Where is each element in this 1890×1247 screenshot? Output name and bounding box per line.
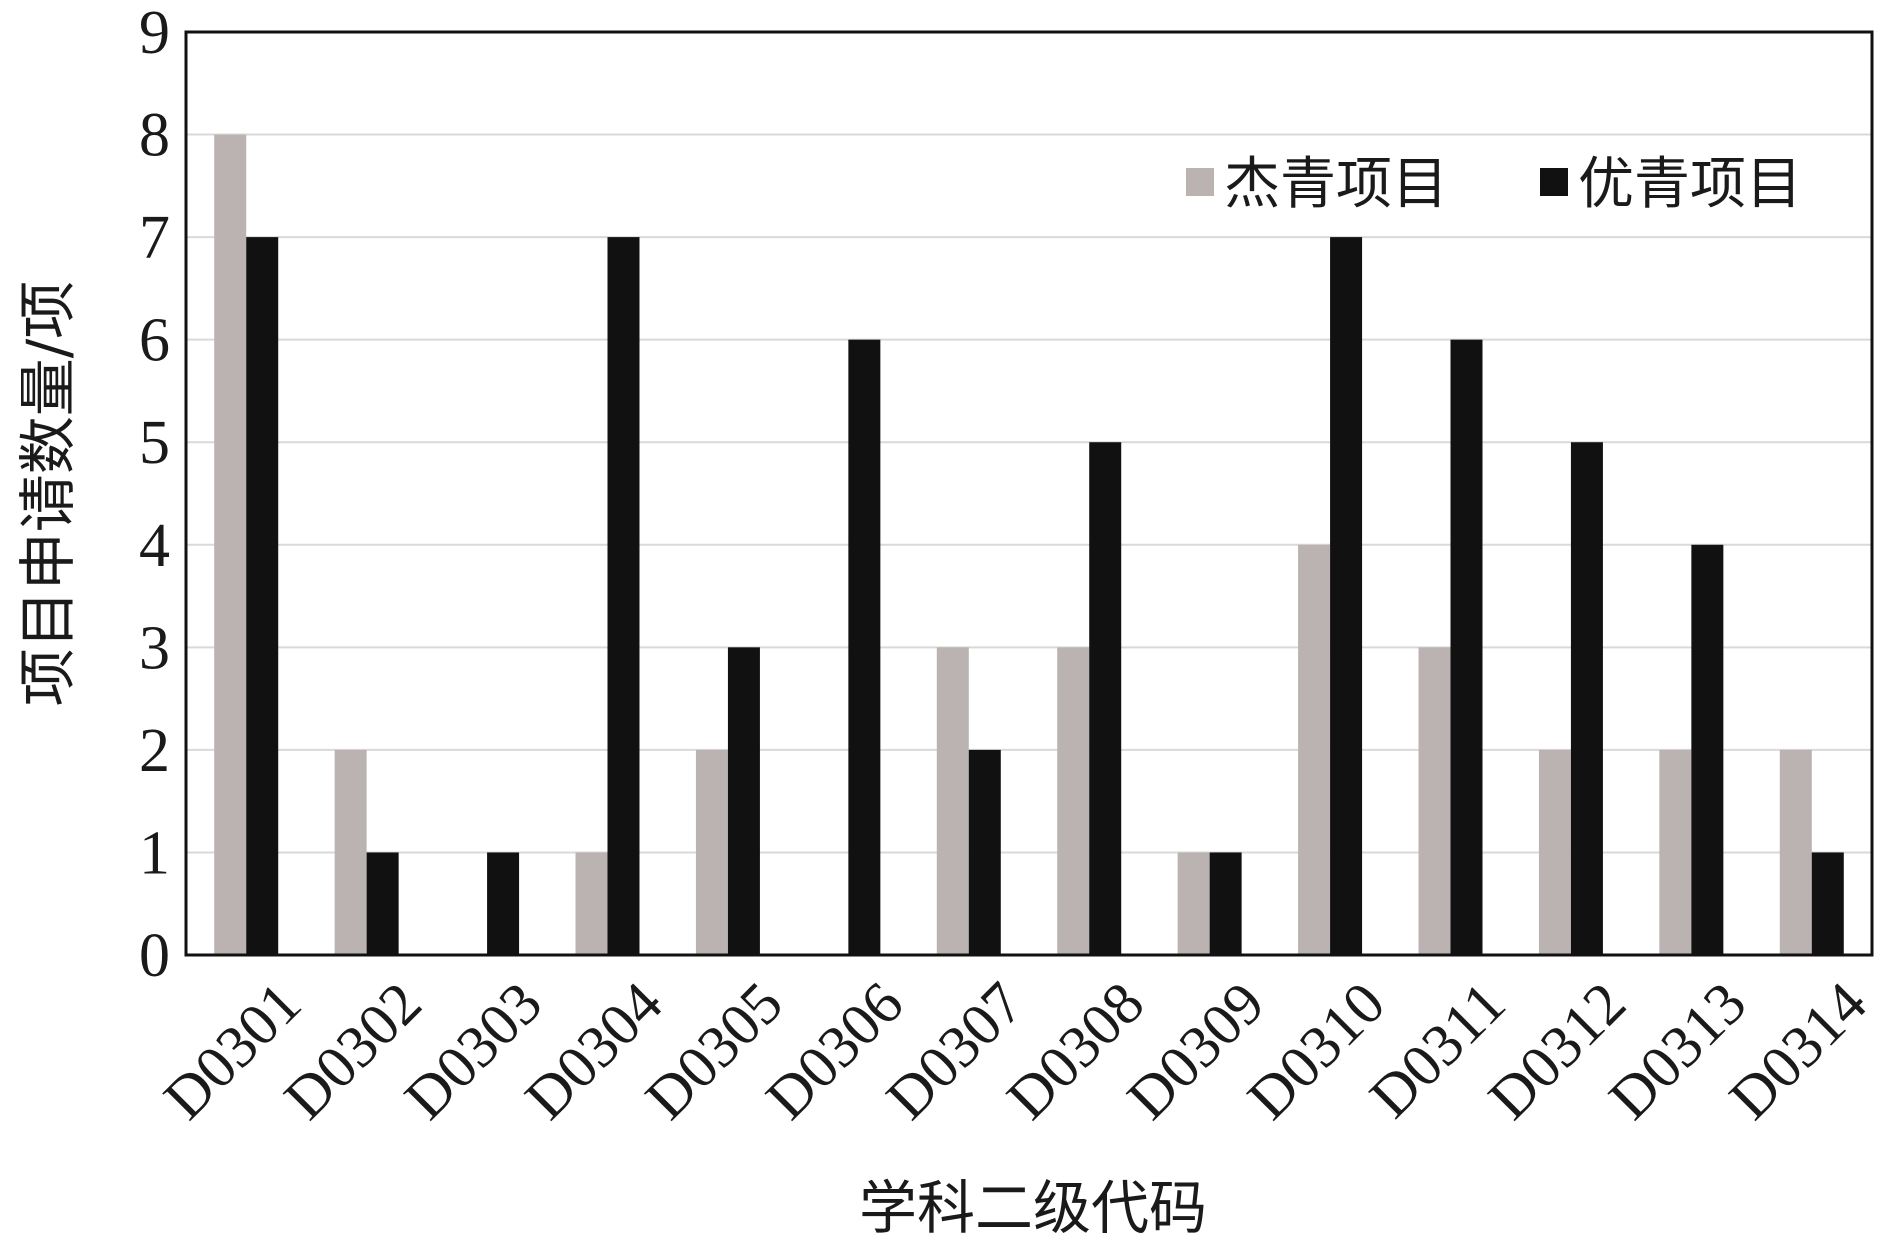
bar-D0303-youqing (487, 852, 520, 955)
y-tick-label-3: 3 (139, 614, 170, 682)
bar-D0309-jieqing (1177, 852, 1210, 955)
x-tick-label-D0307: D0307 (874, 970, 1036, 1132)
bar-D0313-youqing (1691, 544, 1724, 955)
bar-D0305-jieqing (695, 749, 728, 955)
y-tick-label-2: 2 (139, 717, 170, 785)
x-axis-title: 学科二级代码 (859, 1174, 1207, 1242)
bar-D0314-jieqing (1779, 749, 1812, 955)
bar-D0311-jieqing (1418, 647, 1451, 955)
bar-D0308-jieqing (1057, 647, 1090, 955)
x-tick-label-D0308: D0308 (994, 970, 1156, 1132)
bar-D0309-youqing (1209, 852, 1242, 955)
x-tick-label-D0314: D0314 (1717, 970, 1879, 1132)
bar-D0308-youqing (1089, 442, 1122, 955)
bar-D0311-youqing (1450, 339, 1483, 956)
y-tick-label-6: 6 (139, 307, 170, 375)
y-tick-label-7: 7 (139, 204, 170, 272)
bars (214, 134, 1844, 956)
bar-D0302-youqing (366, 852, 399, 955)
bar-D0301-jieqing (214, 134, 247, 956)
legend-swatch-jieqing (1186, 168, 1214, 196)
y-tick-label-5: 5 (139, 409, 170, 477)
x-tick-label-D0301: D0301 (151, 970, 313, 1132)
bar-D0310-youqing (1330, 237, 1363, 956)
bar-D0305-youqing (727, 647, 760, 955)
y-tick-label-4: 4 (139, 512, 170, 580)
legend: 杰青项目 优青项目 (1186, 152, 1802, 217)
legend-label-jieqing: 杰青项目 (1224, 152, 1448, 217)
y-tick-label-8: 8 (139, 102, 170, 170)
x-tick-label-D0305: D0305 (633, 970, 795, 1132)
gridlines (186, 133, 1872, 854)
x-axis-ticks: D0301D0302D0303D0304D0305D0306D0307D0308… (151, 970, 1879, 1132)
bar-D0312-jieqing (1538, 749, 1571, 955)
x-tick-label-D0310: D0310 (1235, 970, 1397, 1132)
bar-D0310-jieqing (1298, 544, 1331, 955)
bar-D0301-youqing (246, 237, 279, 956)
y-axis-ticks: 0 1 2 3 4 5 6 7 8 9 (139, 0, 170, 990)
x-tick-label-D0309: D0309 (1115, 970, 1277, 1132)
y-tick-label-1: 1 (139, 819, 170, 887)
bar-D0304-youqing (607, 237, 640, 956)
bar-D0307-youqing (968, 749, 1001, 955)
x-tick-label-D0303: D0303 (392, 970, 554, 1132)
x-tick-label-D0313: D0313 (1596, 970, 1758, 1132)
bar-D0307-jieqing (936, 647, 969, 955)
plot-area-frame (184, 30, 1874, 957)
bar-D0313-jieqing (1659, 749, 1692, 955)
bar-D0306-youqing (848, 339, 881, 956)
legend-label-youqing: 优青项目 (1578, 152, 1802, 217)
x-tick-label-D0306: D0306 (753, 970, 915, 1132)
x-tick-label-D0302: D0302 (272, 970, 434, 1132)
x-tick-label-D0311: D0311 (1357, 970, 1518, 1131)
y-axis-title: 项目申请数量/项 (14, 281, 82, 707)
y-tick-label-0: 0 (139, 922, 170, 990)
x-tick-label-D0312: D0312 (1476, 970, 1638, 1132)
x-tick-label-D0304: D0304 (513, 970, 675, 1132)
legend-swatch-youqing (1540, 168, 1568, 196)
bar-D0312-youqing (1570, 442, 1603, 955)
bar-D0314-youqing (1811, 852, 1844, 955)
bar-D0304-jieqing (575, 852, 608, 955)
y-tick-label-9: 9 (139, 0, 170, 67)
bar-D0302-jieqing (334, 749, 367, 955)
